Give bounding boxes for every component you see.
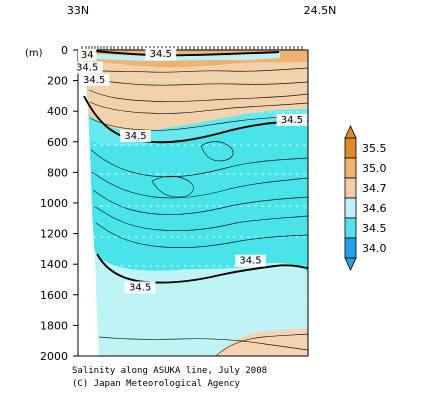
eddy-loop-1 [151,175,194,198]
contour-label: 34.5 [239,256,261,267]
salty-bottom-right [218,327,308,356]
contour-label: 34.5 [76,63,98,74]
y-tick-label: 1400 [40,258,68,271]
bottom-contour-1 [98,336,308,351]
contour-line-1 [86,67,308,73]
colorbar-label: 34.6 [362,202,387,215]
y-tick-label: 1200 [40,228,68,241]
y-tick-label: 200 [47,75,68,88]
contour-line-9 [93,205,308,231]
colorbar: 35.5 35.0 34.7 34.6 34.5 34.0 [344,125,387,271]
colorbar-label: 34.0 [362,242,387,255]
contour-label: 34.5 [150,49,172,60]
contour-label-bg [145,48,177,61]
contour-line-2 [87,77,308,86]
contour-line-6 [90,149,308,178]
depth-unit-label: (m) [25,48,43,59]
colorbar-segment [344,197,357,219]
colorbar-segment [344,237,357,259]
contour-label-bg [235,254,266,267]
contour-label: 34.5 [124,131,146,142]
bold-contour-lower [96,253,308,284]
contour-label: 34.5 [129,282,151,293]
y-tick-label: 400 [47,105,68,118]
y-tick-label: 600 [47,136,68,149]
bold-contour-upper [83,95,308,144]
colorbar-label: 35.5 [362,142,387,155]
colorbar-segment [344,217,357,239]
station-ticks [81,46,303,50]
contour-line-7 [91,171,308,199]
contour-label-bg [78,48,97,61]
seafloor-wedge [78,50,99,356]
contour-label: 34.5 [281,115,303,126]
colorbar-top-arrow [344,125,357,139]
contour-label-bg [71,61,103,74]
bottom-contour-2 [215,333,308,356]
contour-line-5 [89,115,308,131]
eddy-loop-2 [200,141,234,162]
salty-upper [78,50,308,132]
colorbar-label: 34.5 [362,222,387,235]
y-tick-label: 2000 [40,350,68,363]
contour-line-10 [95,222,308,248]
colorbar-segment [344,177,357,199]
bold-contours [83,50,308,284]
colorbar-label: 34.7 [362,182,387,195]
top-left-label: 33N [67,4,89,17]
y-tick-label: 1600 [40,289,68,302]
contour-label-bg [124,281,156,294]
thin-contours [86,67,308,356]
y-tick-label: 800 [47,166,68,179]
bold-contour-surface [85,50,280,57]
caption-line-2: (C) Japan Meteorological Agency [72,379,241,389]
caption-line-1: Salinity along ASUKA line, July 2008 [72,366,267,376]
contour-line-4 [89,101,308,114]
colorbar-segment [344,157,357,179]
y-tick-label: 0 [61,44,68,57]
contour-line-8 [92,189,308,215]
contour-label: 34 [81,50,94,61]
contour-label-bg [78,73,110,86]
contour-label-bg [120,129,151,142]
colorbar-segment [344,137,357,159]
y-axis: 0 200 400 600 800 1000 1200 1400 1600 1800 2000 [40,44,78,363]
colorbar-label: 35.0 [362,162,387,175]
top-right-label: 24.5N [304,4,337,17]
surface-band [95,53,280,61]
y-tick-label: 1000 [40,197,68,210]
y-tick-label: 1800 [40,319,68,332]
contour-label-bg [276,113,308,126]
contour-label: 34.5 [83,75,105,86]
contour-line-3 [88,89,308,102]
colorbar-bottom-arrow [344,257,357,271]
contour-label-layer: 34 34.534.534.534.534.534.534.5 [71,48,308,294]
